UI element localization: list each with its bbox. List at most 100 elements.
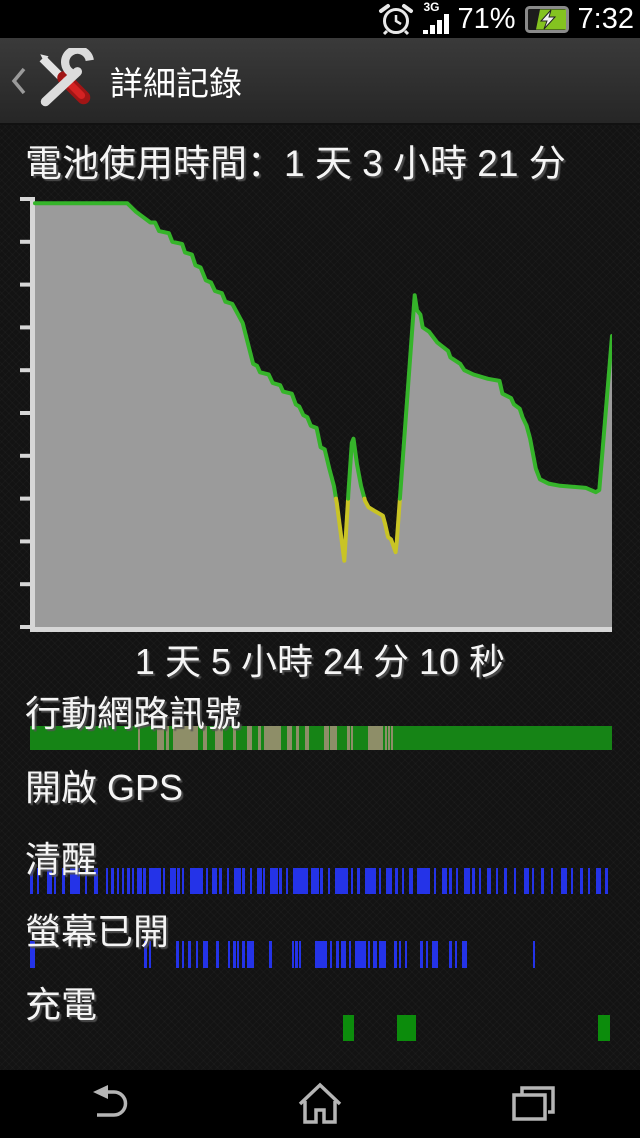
navigation-bar [0,1070,640,1138]
battery-history-chart [20,197,614,638]
activity-tick [219,868,223,894]
activity-tick [262,868,265,894]
row-label: 螢幕已開 [25,911,170,952]
activity-tick [454,941,457,968]
row-label: 清醒 [25,839,98,880]
signal-quality-segment [385,726,388,750]
chart-time-caption: 1 天 5 小時 24 分 10 秒 [134,641,506,682]
activity-tick [205,868,208,894]
activity-tick [36,868,39,894]
activity-tick [425,941,428,968]
activity-tick [595,868,601,894]
battery-percent-text: 71% [457,3,516,35]
charging-block [343,1015,355,1041]
clock-text: 7:32 [577,3,634,35]
activity-tick [144,941,148,968]
alarm-icon [378,4,413,36]
row-timeline-bar [30,868,612,894]
activity-tick [327,868,330,894]
network-type-label: 3G [423,0,440,14]
activity-tick [30,941,35,968]
activity-tick [449,868,453,894]
activity-tick [362,941,366,968]
activity-tick [348,941,351,968]
activity-tick [211,868,217,894]
activity-tick [149,941,152,968]
timeline-row: 螢幕已開 [0,910,640,968]
activity-tick [579,868,583,894]
activity-tick [334,868,345,894]
activity-tick [233,868,241,894]
activity-tick [426,868,430,894]
activity-tick [293,868,306,894]
signal-quality-segment [387,726,390,750]
activity-tick [315,941,325,968]
activity-tick [105,868,108,894]
signal-quality-segment [304,726,310,750]
activity-tick [227,941,230,968]
status-bar: 3G 71% 7:32 [0,0,640,38]
activity-tick [405,941,408,968]
activity-tick [532,941,535,968]
activity-tick [398,941,401,968]
signal-quality-segment [295,726,300,750]
activity-tick [30,868,33,894]
signal-quality-segment [329,726,338,750]
activity-tick [268,941,272,968]
activity-tick [62,868,65,894]
home-button[interactable] [213,1070,426,1138]
signal-quality-segment [368,726,384,750]
back-icon [92,1085,127,1117]
signal-quality-segment [246,726,253,750]
back-button[interactable] [0,1070,213,1138]
activity-tick [236,941,239,968]
row-timeline-bar [30,726,612,750]
row-label: 行動網路訊號 [25,693,242,734]
row-label: 充電 [25,984,98,1025]
activity-tick [395,868,399,894]
activity-tick [364,868,373,894]
activity-tick [136,868,142,894]
signal-quality-segment [390,726,393,750]
back-chevron-icon[interactable] [6,61,32,101]
activity-tick [357,868,361,894]
signal-quality-segment [258,726,262,750]
activity-tick [351,868,354,894]
signal-quality-segment [286,726,292,750]
activity-tick [182,941,185,968]
activity-tick [94,868,99,894]
activity-tick [195,941,198,968]
activity-tick [587,868,590,894]
activity-tick [117,868,120,894]
activity-tick [69,868,78,894]
activity-tick [560,868,567,894]
signal-quality-segment [351,726,354,750]
activity-tick [242,868,246,894]
signal-quality-segment [323,726,329,750]
timeline-rows: 行動網路訊號 開啟 GPS 清醒 螢幕已開 充電 [0,692,640,1041]
action-bar[interactable]: 詳細記錄 [0,38,640,125]
activity-tick [131,868,134,894]
activity-tick [571,868,574,894]
activity-tick [126,868,130,894]
activity-tick [249,868,252,894]
activity-tick [256,868,262,894]
activity-tick [182,868,185,894]
battery-level-chart-svg [20,197,614,632]
activity-tick [295,941,299,968]
activity-tick [286,868,289,894]
activity-tick [303,868,308,894]
activity-tick [199,868,203,894]
battery-charging-icon [524,5,569,33]
activity-tick [431,941,438,968]
activity-tick [203,941,209,968]
charging-block [598,1015,611,1041]
timeline-row: 清醒 [0,838,640,894]
tools-icon [39,47,94,106]
activity-tick [434,868,437,894]
signal-quality-segment [232,726,237,750]
recents-button[interactable] [427,1070,640,1138]
content-area: 電池使用時間：1 天 3 小時 21 分 1 天 5 小時 24 分 10 秒 … [0,125,640,1070]
timeline-row: 行動網路訊號 [0,692,640,750]
activity-tick [335,941,339,968]
